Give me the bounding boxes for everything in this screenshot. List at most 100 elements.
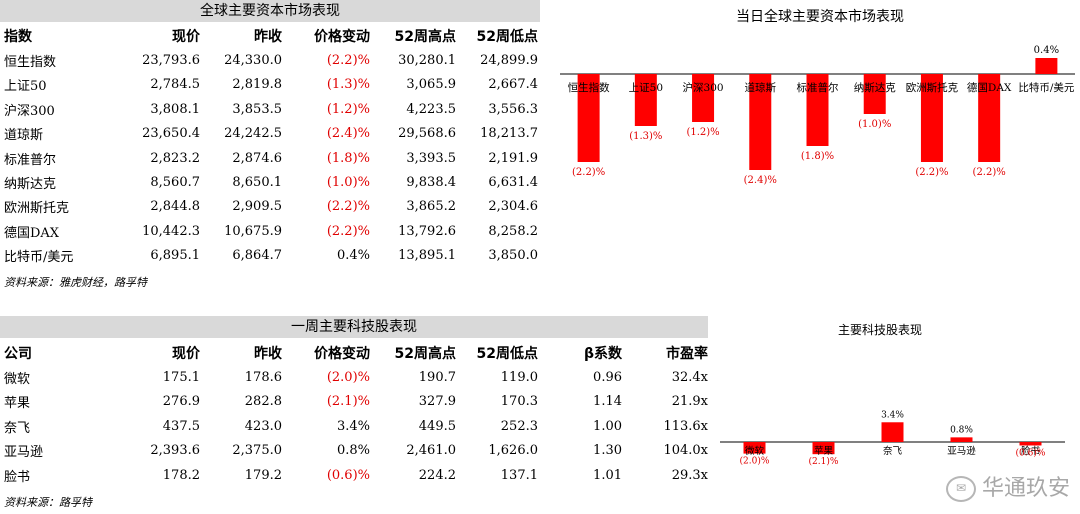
- change-cell: (1.2)%: [326, 101, 370, 117]
- prev-cell: 282.8: [244, 394, 282, 410]
- tech-bar-chart: 微软(2.0)% 苹果(2.1)% 奈飞 3.4% 亚马逊 0.8% 脸书(0.6)%: [720, 410, 1065, 467]
- watermark-text: 华通玖安: [981, 476, 1070, 501]
- header-cell: 价格变动: [314, 346, 370, 363]
- beta-cell: 0.96: [593, 370, 622, 386]
- pe-cell: 32.4x: [671, 370, 708, 386]
- prev-cell: 2,874.6: [232, 150, 282, 166]
- change-cell: (2.0)%: [326, 370, 370, 386]
- bar: [950, 437, 973, 442]
- price-cell: 175.1: [162, 370, 200, 386]
- price-cell: 2,784.5: [150, 77, 200, 93]
- bar: [806, 74, 829, 146]
- pe-cell: 29.3x: [671, 467, 708, 483]
- table-row: 上证50 2,784.5 2,819.8 (1.3)% 3,065.9 2,667.4: [4, 73, 538, 97]
- prev-cell: 8,650.1: [232, 175, 282, 191]
- price-cell: 276.9: [162, 394, 200, 410]
- high-cell: 13,895.1: [398, 248, 456, 264]
- table-row: 德国DAX 10,442.3 10,675.9 (2.2)% 13,792.6 8,258…: [4, 219, 538, 243]
- row-name-cell: 沪深300: [4, 103, 55, 119]
- high-cell: 30,280.1: [398, 53, 456, 69]
- low-cell: 252.3: [500, 418, 538, 434]
- table-row: 脸书 178.2 179.2 (0.6)% 224.2 137.1 1.01 29.3x: [4, 463, 708, 487]
- high-cell: 327.9: [418, 394, 456, 410]
- high-cell: 224.2: [418, 467, 456, 483]
- header-cell: 52周低点: [476, 29, 538, 46]
- header-cell: 52周低点: [476, 346, 538, 363]
- bar: [812, 442, 835, 455]
- data-label: (1.3)%: [629, 131, 662, 142]
- category-label: 脸书: [1021, 445, 1041, 457]
- price-cell: 2,844.8: [150, 199, 200, 215]
- prev-cell: 2,375.0: [232, 443, 282, 459]
- market-source: 资料来源：雅虎财经，路孚特: [4, 276, 147, 289]
- bar: [1019, 442, 1042, 446]
- low-cell: 8,258.2: [488, 223, 538, 239]
- high-cell: 13,792.6: [398, 223, 456, 239]
- row-name-cell: 亚马逊: [4, 445, 44, 461]
- low-cell: 137.1: [500, 467, 538, 483]
- row-name-cell: 奈飞: [4, 420, 31, 436]
- price-cell: 178.2: [162, 467, 200, 483]
- data-label: 3.4%: [881, 410, 904, 420]
- high-cell: 4,223.5: [406, 101, 456, 117]
- prev-cell: 3,853.5: [232, 101, 282, 117]
- price-cell: 3,808.1: [150, 101, 200, 117]
- category-label: 比特币/美元: [1018, 81, 1075, 94]
- data-label: (2.2)%: [572, 167, 605, 178]
- category-label: 苹果: [814, 445, 834, 457]
- category-label: 沪深300: [683, 81, 724, 94]
- bar: [863, 74, 886, 114]
- header-cell: 市盈率: [666, 346, 708, 363]
- high-cell: 190.7: [418, 370, 456, 386]
- price-cell: 8,560.7: [150, 175, 200, 191]
- tech-table-title: 一周主要科技股表现: [0, 316, 708, 338]
- header-cell: 现价: [172, 29, 200, 46]
- data-label: 0.8%: [950, 425, 973, 435]
- tech-header-row: 公司 现价 昨收 价格变动 52周高点 52周低点 β系数 市盈率: [4, 341, 708, 365]
- bar: [634, 74, 657, 126]
- data-label: (2.2)%: [973, 167, 1006, 178]
- row-name-cell: 微软: [4, 372, 31, 388]
- prev-cell: 2,819.8: [232, 77, 282, 93]
- tech-chart-title: 主要科技股表现: [837, 323, 922, 337]
- market-bar-chart: 恒生指数 (2.2)% 上证50 (1.3)% 沪深300 (1.2)% 道琼斯 (2.4)%…: [560, 45, 1075, 186]
- change-cell: (2.1)%: [326, 394, 370, 410]
- data-label: (2.2)%: [915, 167, 948, 178]
- table-row: 标准普尔 2,823.2 2,874.6 (1.8)% 3,393.5 2,191.9: [4, 146, 538, 170]
- low-cell: 3,850.0: [488, 248, 538, 264]
- bar: [692, 74, 715, 122]
- beta-cell: 1.14: [593, 394, 622, 410]
- header-cell: 昨收: [254, 29, 282, 46]
- low-cell: 170.3: [500, 394, 538, 410]
- change-cell: (2.2)%: [326, 53, 370, 69]
- pe-cell: 104.0x: [663, 443, 708, 459]
- data-label: (2.1)%: [809, 456, 839, 467]
- change-cell: 0.4%: [336, 248, 370, 264]
- change-cell: 0.8%: [336, 443, 370, 459]
- bar: [743, 442, 766, 454]
- bar: [577, 74, 600, 162]
- category-label: 道琼斯: [745, 81, 777, 94]
- high-cell: 3,865.2: [406, 199, 456, 215]
- header-cell: 52周高点: [394, 29, 456, 46]
- table-row: 比特币/美元 6,895.1 6,864.7 0.4% 13,895.1 3,850.0: [4, 244, 538, 268]
- bar: [1035, 58, 1058, 74]
- header-cell: 昨收: [254, 346, 282, 363]
- beta-cell: 1.01: [593, 467, 622, 483]
- low-cell: 6,631.4: [488, 175, 538, 191]
- prev-cell: 24,330.0: [224, 53, 282, 69]
- category-label: 上证50: [629, 82, 663, 94]
- wechat-icon: ✉: [945, 476, 976, 502]
- data-label: (1.0)%: [858, 119, 891, 130]
- category-label: 欧洲斯托克: [906, 81, 959, 94]
- low-cell: 2,304.6: [488, 199, 538, 215]
- pe-cell: 113.6x: [663, 418, 708, 434]
- row-name-cell: 欧洲斯托克: [4, 201, 70, 217]
- data-label: (2.4)%: [744, 175, 777, 186]
- prev-cell: 423.0: [244, 418, 282, 434]
- beta-cell: 1.30: [593, 443, 622, 459]
- header-cell: β系数: [583, 346, 622, 363]
- table-row: 微软 175.1 178.6 (2.0)% 190.7 119.0 0.96 32.4x: [4, 365, 708, 389]
- prev-cell: 24,242.5: [224, 126, 282, 142]
- table-row: 欧洲斯托克 2,844.8 2,909.5 (2.2)% 3,865.2 2,304.6: [4, 195, 538, 219]
